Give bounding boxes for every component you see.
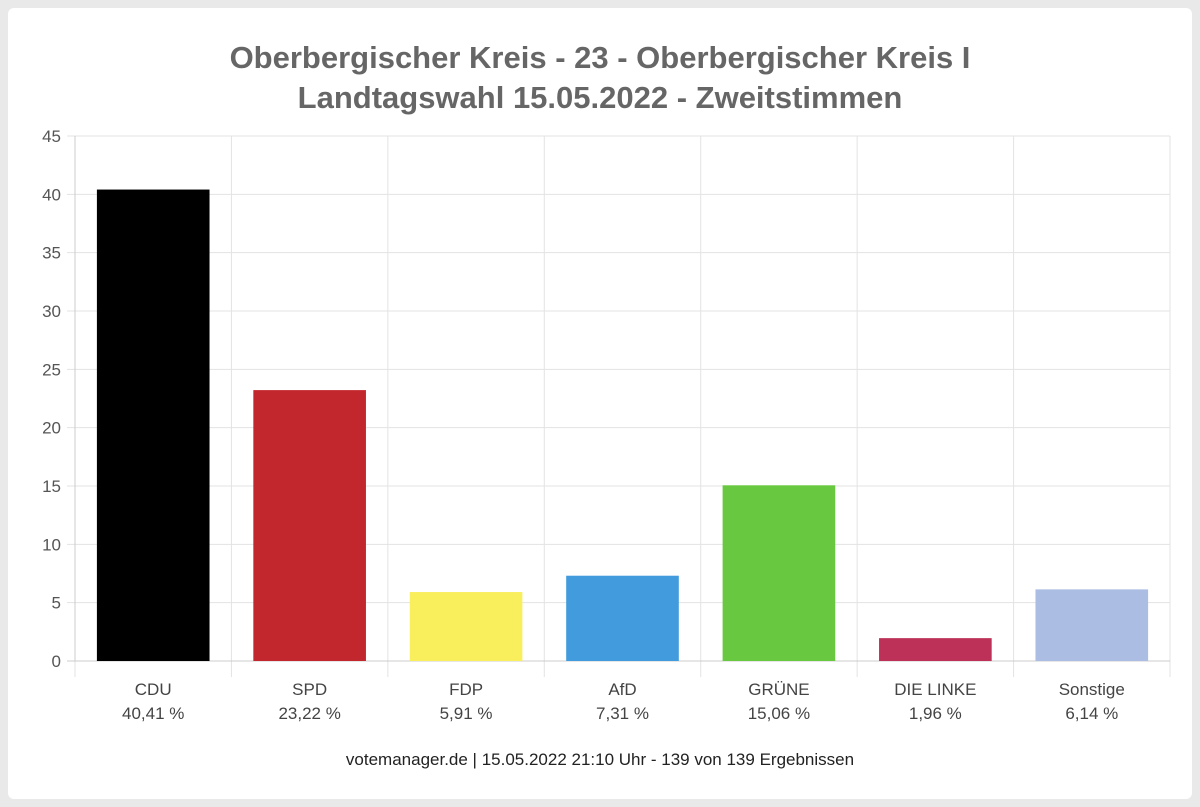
- bar-cdu: [96, 189, 210, 662]
- bar-die-linke: [879, 638, 992, 661]
- x-category-label: DIE LINKE: [894, 680, 976, 699]
- x-value-label: 1,96 %: [909, 704, 962, 723]
- chart-footer: votemanager.de | 15.05.2022 21:10 Uhr - …: [345, 750, 855, 769]
- y-tick-label: 30: [42, 302, 61, 321]
- bar-afd: [566, 575, 679, 661]
- bar-spd: [253, 390, 366, 661]
- bar-fdp: [409, 592, 523, 661]
- x-value-label: 5,91 %: [440, 704, 493, 723]
- x-value-label: 7,31 %: [596, 704, 649, 723]
- x-value-label: 23,22 %: [278, 704, 340, 723]
- y-tick-label: 45: [42, 127, 61, 146]
- x-category-label: AfD: [608, 680, 636, 699]
- x-value-label: 15,06 %: [748, 704, 810, 723]
- chart-title-line-1: Oberbergischer Kreis - 23 - Oberbergisch…: [229, 40, 971, 75]
- y-tick-label: 10: [42, 535, 61, 554]
- chart-title: Oberbergischer Kreis - 23 - Oberbergisch…: [0, 38, 1200, 118]
- x-value-label: 40,41 %: [122, 704, 184, 723]
- y-tick-label: 25: [42, 360, 61, 379]
- y-tick-label: 15: [42, 477, 61, 496]
- y-tick-label: 20: [42, 419, 61, 438]
- y-tick-label: 5: [52, 594, 61, 613]
- x-category-label: SPD: [292, 680, 327, 699]
- y-tick-label: 0: [52, 652, 61, 671]
- y-tick-label: 40: [42, 185, 61, 204]
- x-category-label: Sonstige: [1059, 680, 1125, 699]
- x-category-label: CDU: [135, 680, 172, 699]
- bar-sonstige: [1035, 589, 1149, 661]
- y-tick-label: 35: [42, 244, 61, 263]
- x-value-label: 6,14 %: [1065, 704, 1118, 723]
- bar-gr-ne: [722, 485, 836, 661]
- x-category-label: GRÜNE: [748, 680, 809, 699]
- x-category-label: FDP: [449, 680, 483, 699]
- chart-title-line-2: Landtagswahl 15.05.2022 - Zweitstimmen: [297, 80, 903, 115]
